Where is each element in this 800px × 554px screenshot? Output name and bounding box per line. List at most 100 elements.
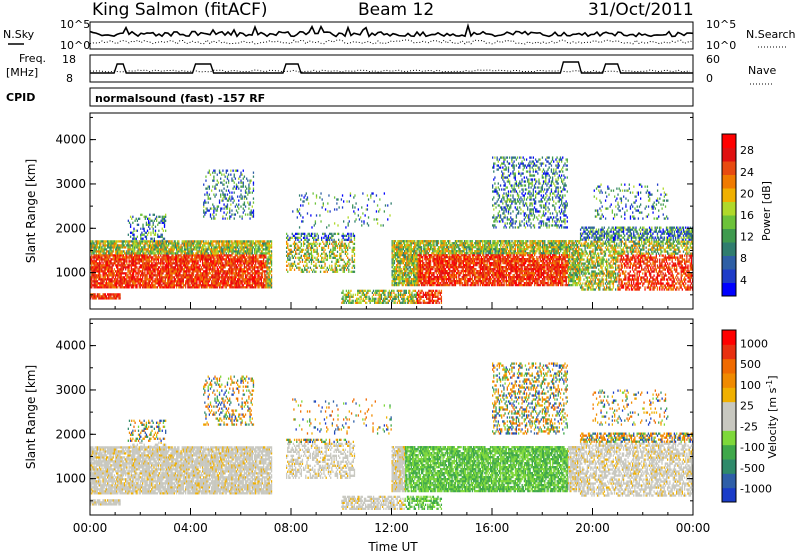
heatmap-cell — [268, 278, 269, 280]
heatmap-cell — [251, 211, 252, 213]
heatmap-cell — [186, 270, 187, 272]
heatmap-cell — [99, 297, 100, 299]
heatmap-cell — [115, 260, 116, 262]
heatmap-cell — [169, 268, 170, 270]
heatmap-cell — [177, 240, 178, 242]
heatmap-cell — [432, 292, 433, 294]
heatmap-cell — [131, 252, 132, 254]
heatmap-cell — [215, 272, 216, 274]
heatmap-cell — [142, 284, 143, 286]
heatmap-cell — [144, 254, 145, 256]
heatmap-cell — [244, 260, 245, 262]
heatmap-cell — [177, 264, 178, 266]
heatmap-cell — [407, 298, 408, 300]
heatmap-cell — [208, 172, 209, 174]
heatmap-cell — [319, 196, 320, 198]
heatmap-cell — [290, 245, 291, 247]
heatmap-cell — [329, 255, 330, 257]
heatmap-cell — [144, 272, 145, 274]
heatmap-cell — [236, 209, 237, 211]
heatmap-cell — [196, 254, 197, 256]
heatmap-cell — [209, 272, 210, 274]
heatmap-cell — [177, 244, 178, 246]
heatmap-cell — [220, 209, 221, 211]
heatmap-cell — [129, 222, 130, 224]
heatmap-cell — [223, 254, 224, 256]
heatmap-cell — [158, 262, 159, 264]
heatmap-cell — [315, 220, 316, 222]
heatmap-cell — [151, 270, 152, 272]
heatmap-cell — [116, 270, 117, 272]
heatmap-cell — [232, 278, 233, 280]
heatmap-cell — [186, 272, 187, 274]
heatmap-cell — [96, 282, 97, 284]
heatmap-cell — [313, 261, 314, 263]
heatmap-cell — [151, 286, 152, 288]
heatmap-cell — [118, 246, 119, 248]
heatmap-cell — [433, 296, 434, 298]
heatmap-cell — [265, 246, 266, 248]
heatmap-cell — [352, 241, 353, 243]
heatmap-cell — [292, 251, 293, 253]
heatmap-cell — [152, 286, 153, 288]
heatmap-cell — [203, 184, 204, 186]
heatmap-cell — [199, 266, 200, 268]
heatmap-cell — [92, 246, 93, 248]
heatmap-cell — [141, 246, 142, 248]
heatmap-cell — [130, 216, 131, 218]
heatmap-cell — [418, 302, 419, 304]
heatmap-cell — [128, 284, 129, 286]
heatmap-cell — [353, 302, 354, 304]
heatmap-cell — [177, 276, 178, 278]
heatmap-cell — [262, 266, 263, 268]
heatmap-cell — [230, 250, 231, 252]
heatmap-cell — [240, 248, 241, 250]
heatmap-cell — [150, 274, 151, 276]
heatmap-cell — [239, 256, 240, 258]
heatmap-cell — [239, 274, 240, 276]
heatmap-cell — [160, 274, 161, 276]
heatmap-cell — [135, 272, 136, 274]
heatmap-cell — [106, 250, 107, 252]
heatmap-cell — [137, 256, 138, 258]
heatmap-cell — [432, 300, 433, 302]
heatmap-cell — [266, 260, 267, 262]
heatmap-cell — [211, 256, 212, 258]
heatmap-cell — [177, 250, 178, 252]
heatmap-cell — [323, 271, 324, 273]
heatmap-cell — [220, 193, 221, 195]
heatmap-cell — [244, 252, 245, 254]
heatmap-cell — [232, 282, 233, 284]
heatmap-cell — [131, 280, 132, 282]
heatmap-cell — [379, 198, 380, 200]
heatmap-cell — [128, 258, 129, 260]
heatmap-cell — [178, 266, 179, 268]
heatmap-cell — [271, 250, 272, 252]
heatmap-cell — [254, 248, 255, 250]
heatmap-cell — [301, 249, 302, 251]
heatmap-cell — [196, 262, 197, 264]
heatmap-cell — [146, 222, 147, 224]
heatmap-cell — [185, 260, 186, 262]
heatmap-cell — [191, 242, 192, 244]
heatmap-cell — [298, 253, 299, 255]
heatmap-cell — [249, 250, 250, 252]
heatmap-cell — [260, 248, 261, 250]
heatmap-cell — [396, 276, 397, 278]
heatmap-cell — [270, 244, 271, 246]
heatmap-cell — [158, 254, 159, 256]
heatmap-cell — [227, 217, 228, 219]
heatmap-cell — [221, 189, 222, 191]
heatmap-cell — [110, 272, 111, 274]
heatmap-cell — [236, 264, 237, 266]
heatmap-cell — [263, 260, 264, 262]
heatmap-cell — [391, 292, 392, 294]
heatmap-cell — [143, 264, 144, 266]
heatmap-cell — [97, 286, 98, 288]
heatmap-cell — [134, 244, 135, 246]
heatmap-cell — [176, 248, 177, 250]
heatmap-cell — [240, 258, 241, 260]
heatmap-cell — [191, 286, 192, 288]
heatmap-cell — [183, 286, 184, 288]
heatmap-cell — [251, 250, 252, 252]
